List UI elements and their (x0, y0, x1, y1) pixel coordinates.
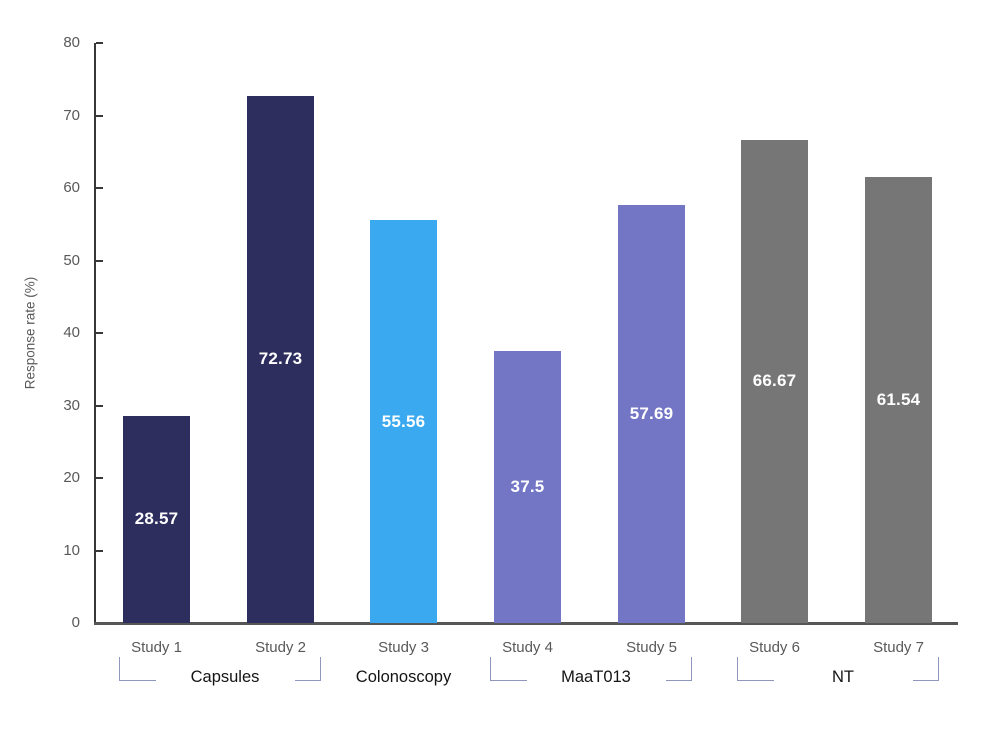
y-axis-title: Response rate (%) (22, 276, 38, 390)
group-label-colonoscopy: Colonoscopy (355, 668, 452, 686)
bar-study-5 (618, 204, 685, 623)
y-tick-mark (96, 259, 103, 262)
group-bracket-right (913, 657, 939, 681)
group-bracket-left (119, 657, 156, 681)
bar-value-label: 57.69 (629, 403, 674, 423)
y-tick-label: 40 (63, 324, 80, 341)
y-tick-label: 50 (63, 251, 80, 269)
y-tick-label: 20 (63, 469, 80, 486)
group-label-maat013: MaaT013 (561, 668, 631, 686)
group-label-nt: NT (832, 668, 854, 686)
bar-value-label: 61.54 (876, 389, 921, 409)
bar-study-4 (494, 351, 561, 623)
group-bracket-right (666, 657, 692, 681)
x-category-label: Study 6 (749, 639, 800, 656)
bar-study-7 (865, 176, 932, 623)
bar-study-6 (741, 139, 808, 623)
y-tick-label: 70 (63, 106, 80, 124)
group-bracket-left (490, 657, 527, 681)
y-tick-label: 10 (63, 541, 80, 559)
x-category-label: Study 3 (378, 639, 429, 656)
y-tick-mark (96, 114, 103, 117)
y-tick-mark (96, 187, 103, 189)
group-label-capsules: Capsules (190, 668, 260, 686)
y-tick-mark (96, 549, 103, 552)
y-tick-mark (96, 477, 103, 479)
bar-value-label: 72.73 (258, 349, 303, 369)
bar-value-label: 28.57 (134, 509, 179, 529)
y-tick-label: 60 (63, 179, 80, 196)
y-tick-label: 30 (63, 396, 80, 414)
x-category-label: Study 1 (131, 639, 182, 656)
y-tick-label: 80 (63, 34, 80, 51)
x-category-label: Study 4 (502, 639, 553, 656)
group-bracket-left (737, 657, 774, 681)
y-axis-line (94, 43, 96, 624)
bar-value-label: 66.67 (752, 371, 797, 391)
bar-value-label: 55.56 (381, 411, 426, 431)
y-tick-mark (96, 404, 103, 407)
x-category-label: Study 2 (255, 639, 306, 656)
bar-study-2 (247, 95, 314, 623)
group-bracket-right (295, 657, 321, 681)
bar-value-label: 37.5 (510, 477, 545, 497)
x-category-label: Study 7 (873, 639, 924, 656)
y-tick-label: 0 (71, 614, 80, 631)
bar-study-1 (123, 415, 190, 623)
y-tick-mark (96, 332, 103, 334)
x-category-label: Study 5 (626, 639, 677, 656)
x-axis-line (94, 622, 958, 625)
y-tick-mark (96, 42, 103, 44)
bar-study-3 (370, 220, 437, 623)
